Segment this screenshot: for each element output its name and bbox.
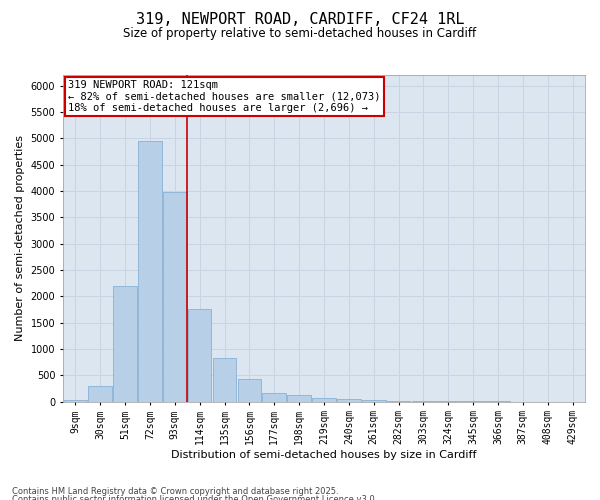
Text: Contains public sector information licensed under the Open Government Licence v3: Contains public sector information licen… [12, 495, 377, 500]
Bar [238, 379, 261, 402]
Bar [113, 286, 137, 402]
Bar [213, 358, 236, 402]
Bar [64, 400, 87, 402]
Text: Size of property relative to semi-detached houses in Cardiff: Size of property relative to semi-detach… [124, 28, 476, 40]
Text: 319, NEWPORT ROAD, CARDIFF, CF24 1RL: 319, NEWPORT ROAD, CARDIFF, CF24 1RL [136, 12, 464, 28]
Text: 319 NEWPORT ROAD: 121sqm
← 82% of semi-detached houses are smaller (12,073)
18% : 319 NEWPORT ROAD: 121sqm ← 82% of semi-d… [68, 80, 380, 113]
Bar [163, 192, 187, 402]
Y-axis label: Number of semi-detached properties: Number of semi-detached properties [15, 136, 25, 342]
X-axis label: Distribution of semi-detached houses by size in Cardiff: Distribution of semi-detached houses by … [171, 450, 477, 460]
Bar [387, 401, 410, 402]
Bar [88, 386, 112, 402]
Bar [362, 400, 386, 402]
Text: Contains HM Land Registry data © Crown copyright and database right 2025.: Contains HM Land Registry data © Crown c… [12, 488, 338, 496]
Bar [138, 141, 162, 402]
Bar [262, 393, 286, 402]
Bar [337, 399, 361, 402]
Bar [287, 396, 311, 402]
Bar [188, 310, 211, 402]
Bar [312, 398, 336, 402]
